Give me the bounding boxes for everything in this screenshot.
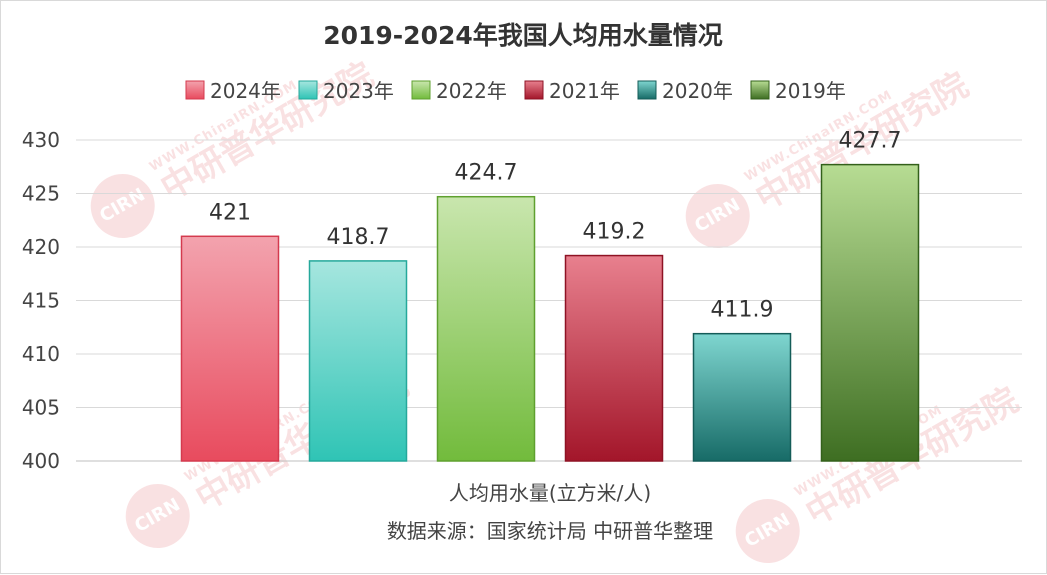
legend-swatch: [637, 80, 657, 100]
data-label: 421: [209, 200, 251, 225]
bar-2022年: [436, 195, 536, 462]
data-label: 411.9: [711, 298, 774, 323]
y-tick-label: 430: [22, 128, 60, 152]
y-tick-label: 425: [22, 182, 60, 206]
legend-swatch: [411, 80, 431, 100]
data-label: 424.7: [455, 161, 518, 186]
bar-2021年: [564, 254, 664, 462]
legend-swatch: [524, 80, 544, 100]
legend-label: 2023年: [323, 79, 394, 103]
legend-swatch: [185, 80, 205, 100]
bar-2020年: [692, 332, 792, 462]
data-labels: 421 418.7 424.7 419.2 411.9 427.7: [209, 129, 901, 323]
y-axis: 400 405 410 415 420 425 430: [22, 128, 60, 473]
legend-label: 2021年: [549, 79, 620, 103]
x-axis-label: 人均用水量(立方米/人): [449, 481, 651, 505]
legend-label: 2024年: [210, 79, 281, 103]
y-tick-label: 400: [22, 449, 60, 473]
y-tick-label: 415: [22, 289, 60, 313]
y-tick-label: 410: [22, 342, 60, 366]
chart-title: 2019-2024年我国人均用水量情况: [323, 21, 723, 50]
data-label: 418.7: [327, 225, 390, 250]
legend-label: 2022年: [436, 79, 507, 103]
y-tick-label: 420: [22, 235, 60, 259]
data-label: 427.7: [839, 129, 902, 154]
legend-swatch: [298, 80, 318, 100]
bar-2019年: [820, 163, 920, 462]
source-note: 数据来源：国家统计局 中研普华整理: [387, 519, 713, 543]
bars: [180, 163, 920, 462]
data-label: 419.2: [583, 220, 646, 245]
legend-label: 2019年: [775, 79, 846, 103]
legend-label: 2020年: [662, 79, 733, 103]
legend: 2024年 2023年 2022年 2021年 2020年 2019年: [185, 79, 846, 103]
bar-2024年: [180, 235, 280, 462]
legend-swatch: [750, 80, 770, 100]
y-tick-label: 405: [22, 396, 60, 420]
bar-2023年: [308, 260, 408, 462]
